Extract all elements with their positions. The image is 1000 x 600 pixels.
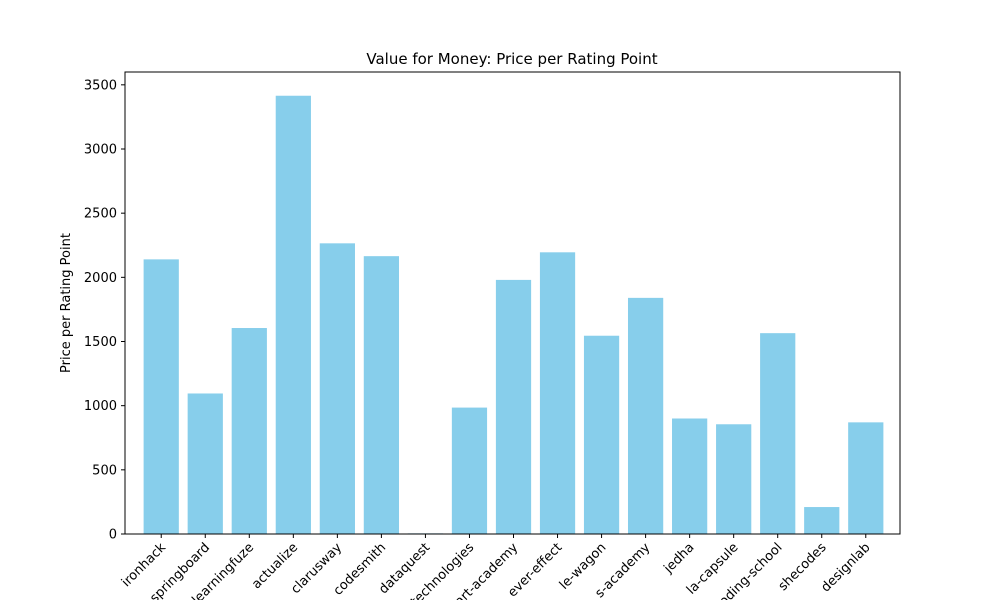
y-tick-label: 3500 (84, 78, 117, 93)
bar-designlab (848, 422, 884, 534)
bar-codesmith (363, 256, 400, 534)
bar-coding-school (760, 333, 796, 534)
bar-la-capsule (716, 424, 752, 534)
y-axis-label: Price per Rating Point (59, 233, 74, 373)
bar-shecodes (804, 507, 840, 534)
bar-ever-effect (539, 252, 576, 534)
bars-layer (143, 95, 884, 535)
x-tick-label: jedha (661, 540, 698, 577)
bar-clarusway (319, 243, 355, 534)
y-tick-label: 500 (92, 463, 117, 478)
y-tick-label: 0 (109, 528, 117, 543)
plot-frame (124, 71, 901, 535)
bar-learningfuze (231, 328, 267, 534)
bar-le-wagon (583, 335, 620, 534)
bar-art-academy (495, 279, 532, 534)
chart-title: Value for Money: Price per Rating Point (366, 50, 657, 68)
bar-actualize (275, 95, 311, 535)
bar-ironhack (143, 259, 179, 534)
x-axis-ticks: ironhackspringboardlearningfuzeactualize… (119, 534, 874, 600)
bar-springboard (187, 393, 223, 534)
y-axis-ticks: 0 500 1000 1500 2000 2500 3000 3500 (84, 78, 125, 543)
y-tick-label: 2500 (84, 207, 117, 222)
bar-jedha (672, 418, 708, 534)
y-tick-label: 3000 (84, 143, 117, 158)
bar-s-academy (627, 297, 664, 534)
y-tick-label: 2000 (84, 271, 117, 286)
y-tick-label: 1000 (84, 399, 117, 414)
bar-technologies (451, 407, 488, 534)
y-tick-label: 1500 (84, 335, 117, 350)
